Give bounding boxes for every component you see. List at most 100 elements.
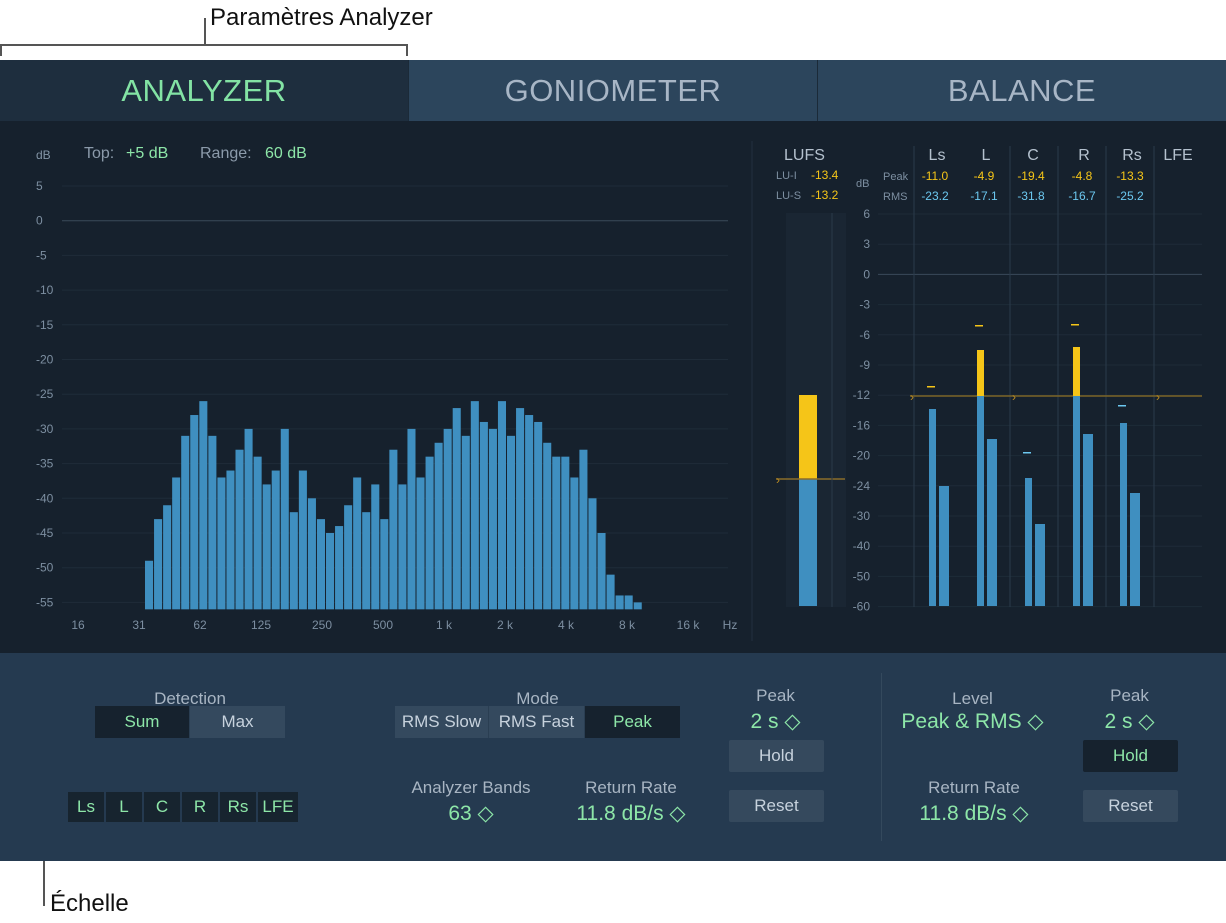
spectrum-bar xyxy=(434,442,443,610)
channel-header: Ls xyxy=(929,147,946,164)
hold-right-button[interactable]: Hold xyxy=(1083,740,1178,772)
channel-rs-button[interactable]: Rs xyxy=(220,792,258,822)
lufs-short-term-bar xyxy=(799,395,817,479)
spectrum-bar xyxy=(271,470,280,610)
spectrum-bar xyxy=(217,477,226,610)
mode-label: Mode xyxy=(516,689,559,708)
channel-rms-bar xyxy=(939,486,949,606)
callout-tick xyxy=(204,18,206,45)
channel-rms-value: -17.1 xyxy=(970,189,998,203)
tab-balance[interactable]: BALANCE xyxy=(818,60,1226,121)
channel-r-button[interactable]: R xyxy=(182,792,220,822)
analyzer-spectrum: 5 0 -5 -10 -15 -20 -25 -30 -35 -40 -45 -50 -55 16 31 62… xyxy=(36,141,753,641)
meter-scale-label: -40 xyxy=(853,539,871,553)
meter-scale-label: -6 xyxy=(859,328,870,342)
meter-scale-label: -3 xyxy=(859,298,870,312)
spectrum-bar xyxy=(398,484,407,610)
channel-header: R xyxy=(1078,147,1090,164)
meter-scale-label: 3 xyxy=(863,237,870,251)
spectrum-bar xyxy=(525,415,534,610)
lu-i-value: -13.4 xyxy=(811,168,839,182)
hold-left-button[interactable]: Hold xyxy=(729,740,824,772)
y-tick-label: -55 xyxy=(36,595,54,609)
peak-left-value[interactable]: 2 s ◇ xyxy=(750,710,801,733)
spectrum-bar xyxy=(516,408,525,610)
x-tick-label: 62 xyxy=(193,618,207,632)
channel-c-button[interactable]: C xyxy=(144,792,182,822)
channel-peak-bar xyxy=(977,396,984,606)
analyzer-bands-value[interactable]: 63 ◇ xyxy=(448,802,494,825)
channel-l-button[interactable]: L xyxy=(106,792,144,822)
display-area: dB Top: +5 dB Range: 60 dB 5 0 -5 -10 -15 -20… xyxy=(0,121,1226,653)
detection-sum-button[interactable]: Sum xyxy=(95,706,190,738)
tab-analyzer[interactable]: ANALYZER xyxy=(0,60,409,121)
mode-rms-slow-button[interactable]: RMS Slow xyxy=(395,706,489,738)
spectrum-bar xyxy=(280,428,289,610)
reset-left-button[interactable]: Reset xyxy=(729,790,824,822)
mode-peak-button[interactable]: Peak xyxy=(585,706,680,738)
lufs-integrated-bar xyxy=(799,479,817,606)
meter-scale-label: -16 xyxy=(853,418,871,432)
spectrum-bar xyxy=(199,401,208,610)
spectrum-bar xyxy=(389,449,398,610)
x-tick-label: 31 xyxy=(132,618,146,632)
channel-lfe-button[interactable]: LFE xyxy=(258,792,300,822)
range-value[interactable]: 60 dB xyxy=(265,145,307,162)
detection-max-button[interactable]: Max xyxy=(190,706,285,738)
tab-bar: ANALYZER GONIOMETER BALANCE xyxy=(0,60,1226,121)
spectrum-bar xyxy=(452,408,461,610)
channel-header: L xyxy=(982,147,991,164)
peak-right-value[interactable]: 2 s ◇ xyxy=(1104,710,1155,733)
channel-peak-overflow-bar xyxy=(977,350,984,396)
channel-header: LFE xyxy=(1163,147,1192,164)
spectrum-bar xyxy=(226,470,235,610)
channel-rms-bar xyxy=(1130,493,1140,606)
callout-bracket xyxy=(0,44,408,56)
reference-marker: › xyxy=(1012,390,1016,404)
return-rate-left-label: Return Rate xyxy=(585,778,677,797)
channel-peak-bar xyxy=(929,409,936,606)
spectrum-bar xyxy=(497,401,506,610)
reset-right-button[interactable]: Reset xyxy=(1083,790,1178,822)
mode-rms-fast-button[interactable]: RMS Fast xyxy=(489,706,585,738)
level-value[interactable]: Peak & RMS ◇ xyxy=(901,710,1044,733)
spectrum-bar xyxy=(362,512,371,610)
detection-selector: Sum Max xyxy=(95,706,285,738)
channel-peak-overflow-bar xyxy=(1073,347,1080,396)
top-value[interactable]: +5 dB xyxy=(126,145,169,162)
spectrum-bar xyxy=(407,428,416,610)
meter-scale-label: 6 xyxy=(863,207,870,221)
channel-peak-value: -4.8 xyxy=(1072,169,1093,183)
range-label: Range: xyxy=(200,145,252,162)
tab-goniometer[interactable]: GONIOMETER xyxy=(409,60,818,121)
callout-scale: Échelle xyxy=(50,890,129,917)
return-rate-right-label: Return Rate xyxy=(928,778,1020,797)
peak-row-label: Peak xyxy=(883,171,909,183)
spectrum-bar xyxy=(588,498,597,610)
spectrum-bar xyxy=(326,533,335,610)
channel-rms-value: -23.2 xyxy=(921,189,949,203)
x-tick-label: 1 k xyxy=(436,618,453,632)
lufs-target-marker: › xyxy=(776,473,780,487)
spectrum-bar xyxy=(172,477,181,610)
spectrum-bar xyxy=(534,421,543,610)
spectrum-bar xyxy=(507,435,516,610)
channel-peak-value: -19.4 xyxy=(1017,169,1045,183)
y-tick-label: -5 xyxy=(36,248,47,262)
x-tick-label: 250 xyxy=(312,618,332,632)
y-tick-label: -15 xyxy=(36,318,54,332)
channel-peak-bar xyxy=(1025,478,1032,606)
spectrum-bar xyxy=(615,595,624,610)
control-panel: Detection Sum Max Ls L C R Rs LFE Mode R… xyxy=(0,653,1226,861)
spectrum-bar xyxy=(371,484,380,610)
rms-row-label: RMS xyxy=(883,191,907,203)
channel-ls-button[interactable]: Ls xyxy=(68,792,106,822)
y-tick-label: -40 xyxy=(36,491,54,505)
spectrum-bar xyxy=(561,456,570,610)
return-rate-right-value[interactable]: 11.8 dB/s ◇ xyxy=(919,802,1029,825)
y-tick-label: -30 xyxy=(36,422,54,436)
return-rate-left-value[interactable]: 11.8 dB/s ◇ xyxy=(576,802,686,825)
detection-label: Detection xyxy=(154,689,226,708)
spectrum-bar xyxy=(461,435,470,610)
meter-scale-label: -24 xyxy=(853,479,871,493)
